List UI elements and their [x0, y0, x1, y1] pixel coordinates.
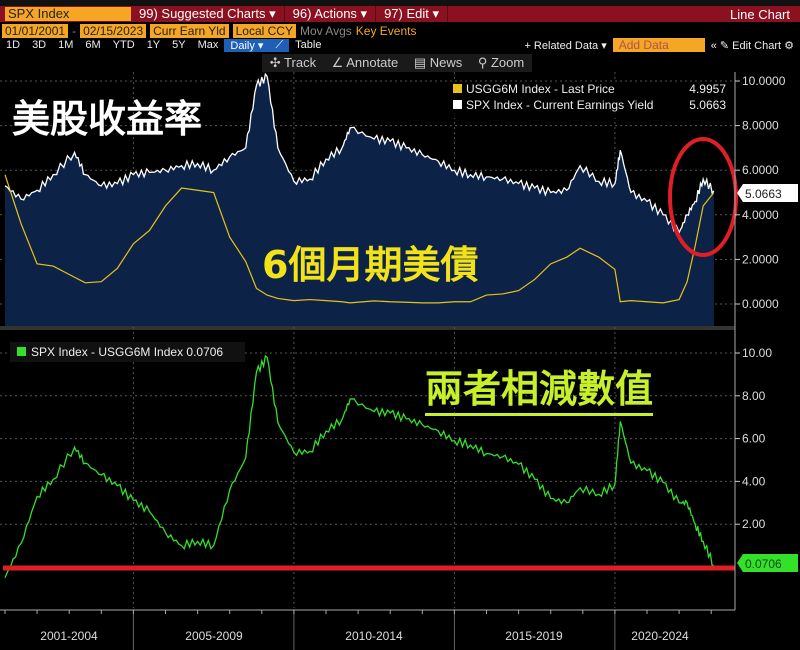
period-5y[interactable]: 5Y: [172, 39, 186, 51]
spread-value-tag-text: 0.0706: [745, 557, 782, 571]
panel-divider: [0, 326, 735, 330]
chart-toolbar: ✣ Track ∠ Annotate ▤ News ⚲ Zoom: [262, 54, 532, 72]
x-tick-label: 2010-2014: [345, 629, 403, 643]
x-tick-label: 2020-2024: [631, 629, 689, 643]
y-tick-label: 2.0000: [742, 252, 779, 266]
field-select[interactable]: Curr Earn Yld: [150, 24, 229, 38]
6m-yield-line: [4, 174, 715, 304]
date-row: 01/01/2001 - 02/15/2023 Curr Earn Yld Lo…: [0, 24, 800, 38]
highlight-ellipse: [668, 137, 738, 257]
end-date-input[interactable]: 02/15/2023: [80, 24, 147, 38]
earnings-yield-area: [5, 76, 714, 326]
x-tick-label: 2001-2004: [40, 629, 98, 643]
legend-label: SPX Index - Current Earnings Yield: [466, 98, 653, 112]
edit-menu[interactable]: 97) Edit ▾: [376, 6, 449, 22]
y-tick-label: 8.00: [742, 389, 766, 403]
news-button[interactable]: ▤ News: [413, 55, 463, 70]
legend-swatch: [453, 100, 462, 109]
spread-line: [4, 354, 714, 578]
earnings-yield-value-tag: [737, 184, 798, 202]
period-6m[interactable]: 6M: [85, 39, 101, 51]
earnings-yield-value-tag-text: 5.0663: [745, 187, 782, 201]
x-tick-label: 2015-2019: [505, 629, 563, 643]
table-button[interactable]: Table: [295, 39, 322, 51]
bottom-legend: [10, 342, 245, 362]
y-tick-label: 2.00: [742, 517, 766, 531]
date-separator: -: [72, 24, 77, 38]
title-bar: SPX Index 99) Suggested Charts ▾ 96) Act…: [0, 6, 800, 22]
currency-select[interactable]: Local CCY: [232, 24, 296, 38]
related-data-button[interactable]: + Related Data ▾: [524, 39, 607, 52]
frequency-select[interactable]: Daily ▾: [224, 38, 270, 52]
period-ytd[interactable]: YTD: [112, 39, 135, 51]
top-strip: [0, 0, 800, 6]
legend-value: 5.0663: [689, 98, 726, 112]
y-tick-label: 8.0000: [742, 119, 779, 133]
top-annotation: 美股收益率: [12, 97, 203, 141]
y-tick-label: 0.0000: [742, 297, 779, 311]
y-tick-label: 10.00: [742, 346, 772, 360]
ticker-input[interactable]: SPX Index: [5, 7, 131, 21]
legend-label: SPX Index - USGG6M Index 0.0706: [31, 345, 223, 359]
suggested-charts-menu[interactable]: 99) Suggested Charts ▾: [131, 6, 285, 22]
track-button[interactable]: ✣ Track: [269, 55, 317, 70]
y-tick-label: 6.00: [742, 432, 766, 446]
add-data-input[interactable]: Add Data: [612, 38, 705, 52]
period-3d[interactable]: 3D: [32, 39, 47, 51]
x-tick-label: 2005-2009: [185, 629, 243, 643]
start-date-input[interactable]: 01/01/2001: [2, 24, 69, 38]
bottom-annotation: 兩者相減數值: [425, 358, 654, 416]
actions-menu[interactable]: 96) Actions ▾: [285, 6, 377, 22]
legend-swatch: [453, 84, 462, 93]
period-1y[interactable]: 1Y: [146, 39, 161, 51]
period-max[interactable]: Max: [197, 39, 219, 51]
earnings-yield-line: [4, 72, 715, 235]
mov-avgs-checkbox[interactable]: Mov Avgs: [299, 24, 352, 38]
period-row: 1D 3D 1M 6M YTD 1Y 5Y Max Daily ▾ ⟋ Tabl…: [0, 38, 800, 52]
legend-swatch: [17, 347, 26, 356]
yellow-annotation: 6個月期美債: [262, 243, 479, 287]
period-1m[interactable]: 1M: [58, 39, 74, 51]
line-chart-icon[interactable]: ⟋: [269, 38, 290, 52]
legend-value: 4.9957: [689, 82, 726, 96]
legend-label: USGG6M Index - Last Price: [466, 82, 615, 96]
top-legend: [447, 82, 729, 118]
y-tick-label: 4.00: [742, 474, 766, 488]
key-events-checkbox[interactable]: Key Events: [355, 24, 417, 38]
spread-value-tag: [737, 554, 798, 572]
annotate-button[interactable]: ∠ Annotate: [331, 55, 399, 70]
y-tick-label: 6.0000: [742, 163, 779, 177]
y-tick-label: 4.0000: [742, 208, 779, 222]
zoom-button[interactable]: ⚲ Zoom: [477, 55, 525, 70]
y-tick-label: 10.0000: [742, 74, 786, 88]
chart-type-label: Line Chart: [730, 6, 790, 22]
edit-chart-button[interactable]: « ✎ Edit Chart ⚙: [710, 39, 794, 52]
period-1d[interactable]: 1D: [6, 39, 21, 51]
